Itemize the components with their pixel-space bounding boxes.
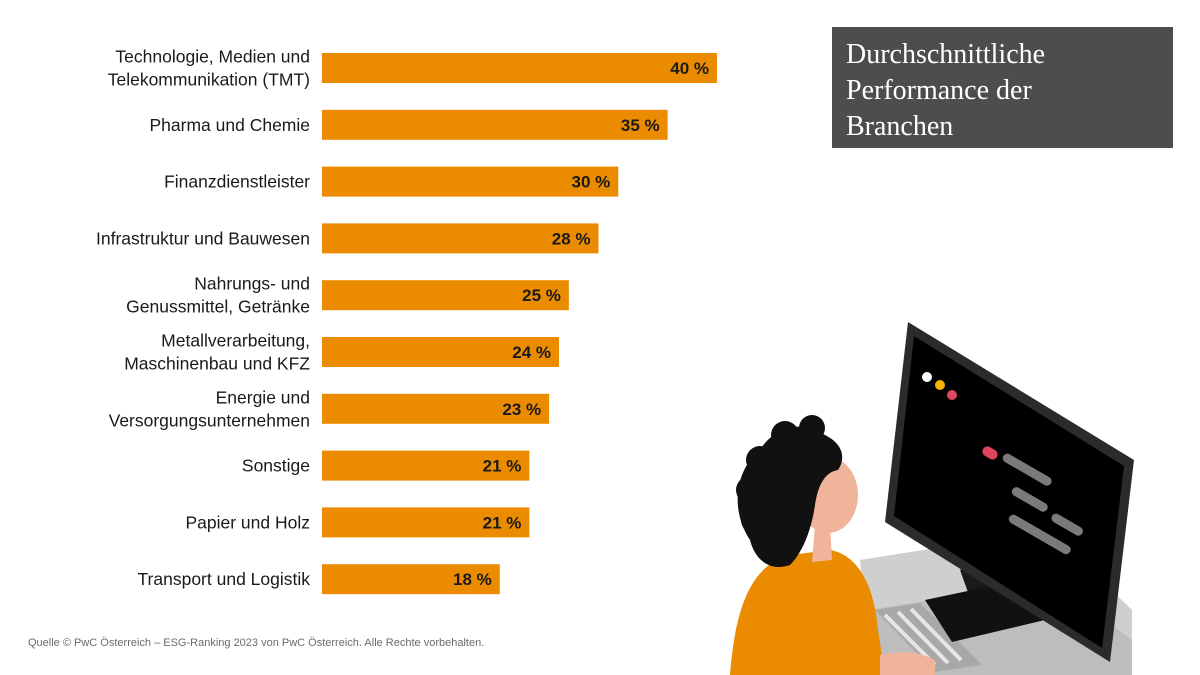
bar xyxy=(322,393,550,424)
bar-value-label: 40 % xyxy=(670,59,709,78)
woman-at-computer-illustration xyxy=(730,322,1134,675)
bar xyxy=(322,280,569,311)
bar xyxy=(322,507,530,538)
window-dot-red xyxy=(947,390,957,400)
window-dot-yellow xyxy=(935,380,945,390)
category-label: Papier und Holz xyxy=(185,512,310,532)
bar-value-label: 28 % xyxy=(552,229,591,248)
bar-value-label: 24 % xyxy=(512,343,551,362)
chart-title-box: Durchschnittliche Performance der Branch… xyxy=(832,27,1173,148)
bar xyxy=(322,564,500,595)
bar-value-label: 25 % xyxy=(522,286,561,305)
category-label: Telekommunikation (TMT) xyxy=(108,70,310,90)
bar-value-label: 21 % xyxy=(483,457,522,476)
category-label: Metallverarbeitung, xyxy=(161,331,310,351)
category-label: Genussmittel, Getränke xyxy=(126,297,310,317)
monitor-icon xyxy=(885,322,1134,662)
person-icon xyxy=(730,415,935,675)
category-label: Transport und Logistik xyxy=(138,569,311,589)
bar-chart: 40 % Technologie, Medien und Telekommunika… xyxy=(96,47,717,595)
category-label: Versorgungsunternehmen xyxy=(109,410,310,430)
category-label: Infrastruktur und Bauwesen xyxy=(96,228,310,248)
bar xyxy=(322,337,559,367)
category-label: Sonstige xyxy=(242,456,310,476)
bar-value-label: 18 % xyxy=(453,570,492,589)
bar-value-label: 35 % xyxy=(621,116,660,135)
category-label: Pharma und Chemie xyxy=(150,115,311,135)
bar-value-label: 21 % xyxy=(483,513,522,532)
category-label: Technologie, Medien und xyxy=(115,47,310,67)
category-label: Maschinenbau und KFZ xyxy=(124,354,310,374)
category-label: Energie und xyxy=(216,387,310,407)
bar xyxy=(322,223,599,254)
category-label: Nahrungs- und xyxy=(194,274,310,294)
bar-value-label: 30 % xyxy=(572,173,611,192)
chart-title: Durchschnittliche Performance der Branch… xyxy=(846,39,1046,142)
source-note: Quelle © PwC Österreich – ESG-Ranking 20… xyxy=(28,637,485,649)
bar xyxy=(322,109,668,140)
bar xyxy=(322,166,619,197)
category-label: Finanzdienstleister xyxy=(164,172,310,192)
bar-value-label: 23 % xyxy=(502,400,541,419)
window-dot-white xyxy=(922,372,932,382)
bar xyxy=(322,53,717,83)
bar xyxy=(322,450,530,481)
